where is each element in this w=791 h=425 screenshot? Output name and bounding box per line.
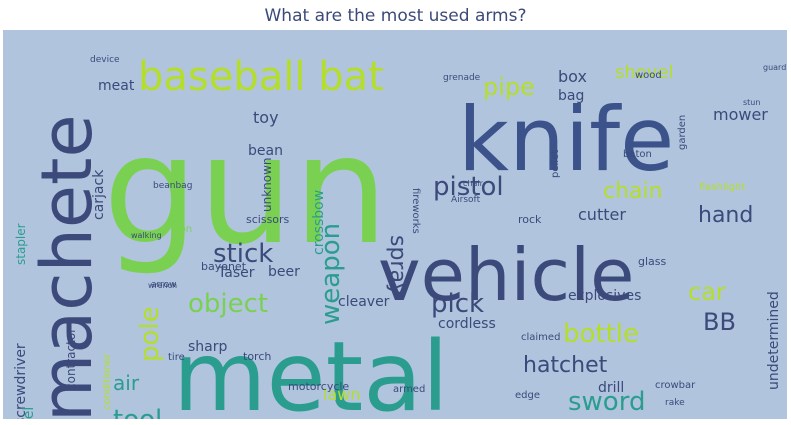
word-cutter: cutter [578,205,626,224]
word-spray: spray [385,235,410,296]
word-pole: pole [135,306,165,362]
word-conditioner: conditioner [102,353,113,410]
word-air: air [113,371,140,395]
word-iron: iron [173,224,192,235]
word-wrench: wrench [148,281,177,290]
word-scissors: scissors [246,213,290,226]
word-baseball-bat: baseball bat [138,54,384,100]
word-carjack: carjack [91,169,107,220]
word-machete: machete [26,114,108,419]
word-arrow: arrow [151,280,176,290]
word-cloud: gun knife metal vehicle machete baseball bat p… [3,30,787,419]
word-pistol: pistol [433,172,504,202]
word-beer: beer [268,264,300,280]
word-bottle: bottle [563,319,639,349]
word-crowbar: crowbar [655,380,696,391]
word-bean: bean [248,143,283,159]
word-glass: glass [638,255,667,268]
word-beanbag: beanbag [153,181,192,191]
word-knife: knife [458,88,674,191]
word-hand: hand [698,203,753,228]
word-flashlight: flashlight [699,182,745,193]
word-stun: stun [743,98,760,107]
word-toy: toy [253,108,279,127]
word-device: device [90,55,120,65]
word-level: level [21,407,37,419]
chart-title: What are the most used arms? [264,6,527,26]
word-tire: tire [168,352,185,363]
word-drill: drill [598,380,624,396]
word-fireworks: fireworks [410,188,421,234]
word-vehicle: vehicle [378,233,634,317]
word-crossbow: crossbow [311,190,327,255]
word-box: box [558,67,587,86]
word-shovel: shovel [615,62,674,83]
word-taser: Taser [217,265,255,281]
word-lawn: lawn [323,385,360,404]
word-flagpole: flagpole [678,417,742,419]
word-walking: walking [131,231,162,240]
word-weapon: weapon [316,223,346,325]
word-guard: guard [763,63,786,72]
word-baton: baton [623,149,652,160]
word-pick: pick [431,289,484,319]
word-garden: garden [677,115,688,150]
word-screwdriver: screwdriver [13,343,29,419]
word-stapler: stapler [14,223,28,265]
word-claimed: claimed [521,332,560,343]
word-tool: tool [113,405,162,419]
word-airsoft: Airsoft [451,195,481,205]
word-motorcycle: motorcycle [288,380,349,393]
word-bb: BB [703,308,736,336]
word-gun: gun [103,104,388,278]
word-pipe: pipe [483,73,535,101]
word-stick: stick [213,239,273,269]
word-rock: rock [518,213,542,226]
word-sharp: sharp [188,339,228,355]
word-cordless: cordless [438,316,496,332]
word-grenade: grenade [443,73,481,83]
word-unknown: unknown [260,157,274,212]
word-torch: torch [243,350,271,363]
word-meat: meat [98,78,135,94]
word-bag: bag [558,88,584,104]
word-chain: chain [603,179,663,204]
word-cleaver: cleaver [338,294,390,310]
word-metal: metal [173,321,449,419]
word-edge: edge [515,390,540,401]
word-contractor: contractor [64,328,78,390]
word-object: object [188,289,268,319]
word-mower: mower [713,105,768,124]
word-car: car [688,278,726,306]
word-explosives: explosives [568,288,641,304]
word-hatchet: hatchet [523,353,608,378]
word-pellet: pellet [550,150,561,178]
word-bayonet: bayonet [201,260,247,273]
word-chair: chair [463,179,484,188]
word-armed: armed [393,384,425,395]
word-rake: rake [665,398,685,408]
word-undetermined: undetermined [766,291,782,390]
word-wood: wood [635,70,662,81]
word-sword: sword [568,387,645,417]
